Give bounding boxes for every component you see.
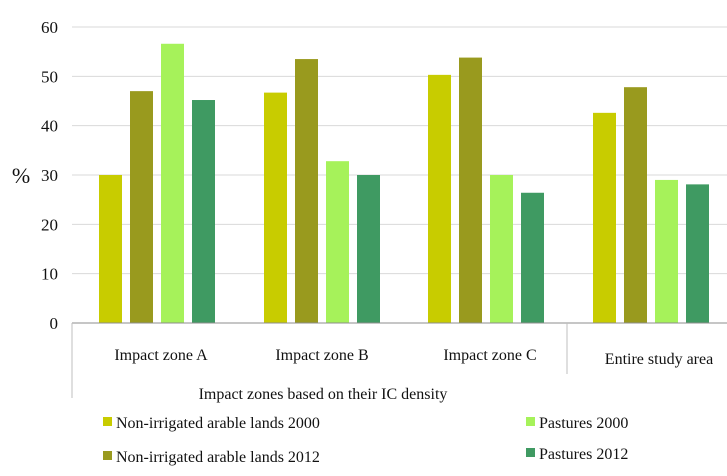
bar: [459, 57, 482, 323]
y-axis-label: %: [12, 163, 30, 188]
bar: [264, 92, 287, 323]
bar: [99, 175, 122, 323]
bar: [490, 175, 513, 323]
legend: Non-irrigated arable lands 2000 Non-irrig…: [103, 415, 628, 466]
legend-label: Pastures 2000: [539, 415, 628, 432]
x-axis-title: Impact zones based on their IC density: [199, 386, 448, 403]
bar: [161, 43, 184, 323]
legend-label: Non-irrigated arable lands 2000: [116, 415, 320, 432]
bar: [428, 74, 451, 323]
y-tick-label: 50: [41, 67, 58, 86]
x-tick-label: Impact zone A: [114, 347, 208, 364]
bar: [655, 179, 678, 323]
bar: [326, 161, 349, 323]
bars: [99, 43, 709, 324]
bar: [686, 184, 709, 323]
axes: 0 10 20 30 40 50 60% Impact zone A Impact zone B…: [12, 18, 727, 403]
y-tick-label: 0: [50, 314, 59, 333]
bar: [357, 175, 380, 323]
bar: [521, 192, 544, 323]
legend-label: Non-irrigated arable lands 2012: [116, 449, 320, 466]
bar: [295, 59, 318, 324]
legend-swatch: [103, 451, 112, 460]
legend-swatch: [526, 448, 535, 457]
x-tick-label: Impact zone C: [443, 347, 536, 364]
y-tick-label: 20: [41, 215, 58, 234]
y-tick-label: 10: [41, 265, 58, 284]
x-tick-label: Entire study area: [605, 351, 713, 368]
y-tick-label: 30: [41, 166, 58, 185]
legend-swatch: [103, 417, 112, 426]
bar: [192, 100, 215, 323]
legend-swatch: [526, 417, 535, 426]
bar: [624, 87, 647, 323]
bar: [593, 112, 616, 323]
y-tick-label: 60: [41, 18, 58, 37]
y-tick-label: 40: [41, 117, 58, 136]
bar: [130, 91, 153, 323]
x-tick-label: Impact zone B: [275, 347, 368, 364]
legend-label: Pastures 2012: [539, 446, 628, 463]
